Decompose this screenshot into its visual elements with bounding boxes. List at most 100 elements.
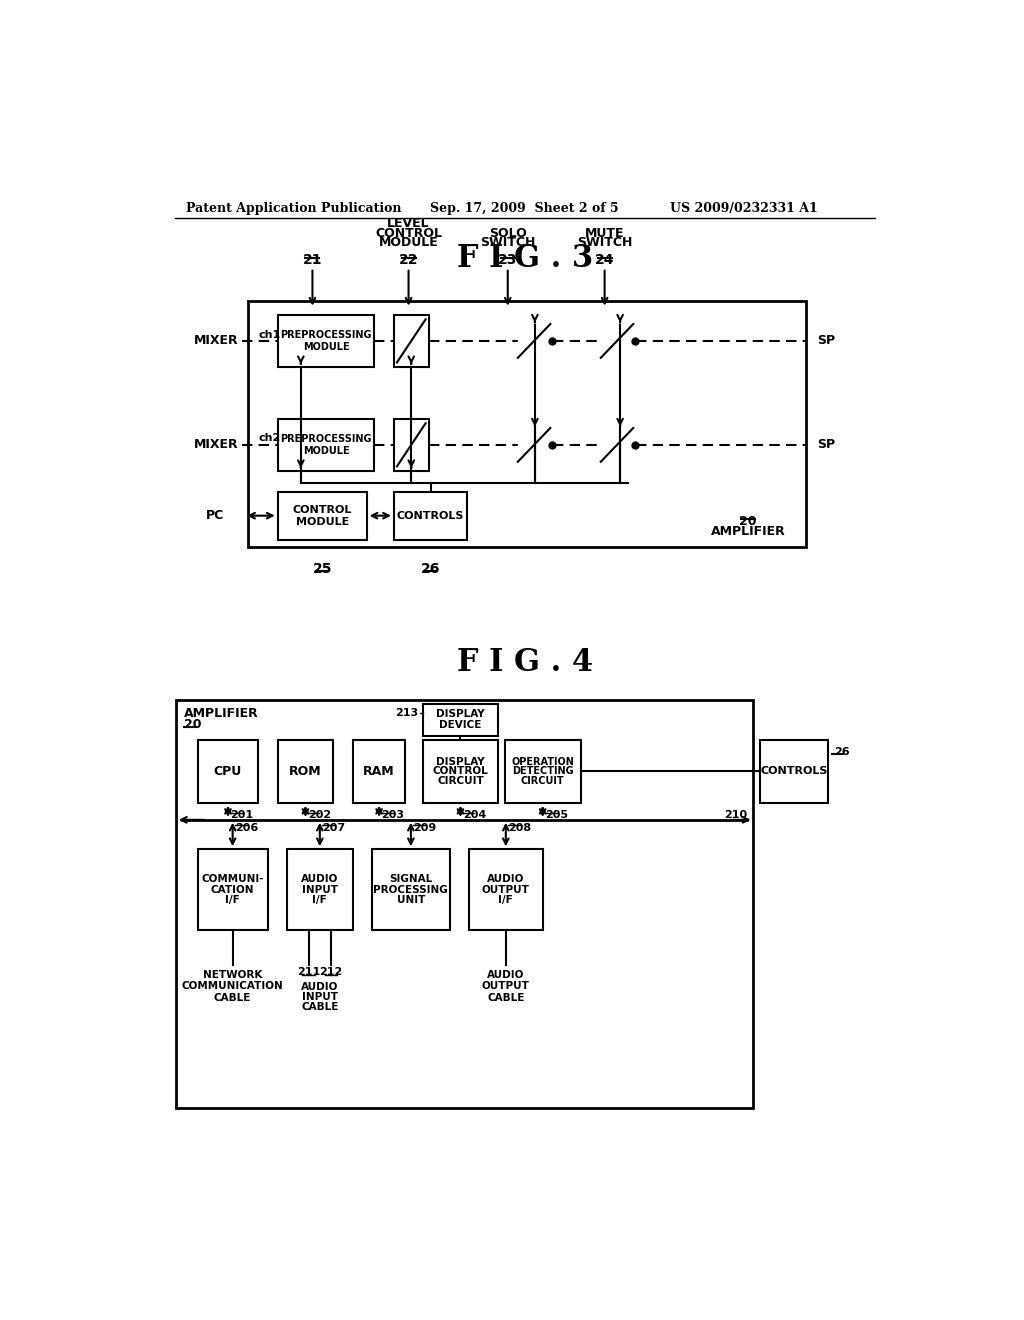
Text: 208: 208 [508,822,531,833]
Text: 210: 210 [724,810,748,820]
Text: AUDIO: AUDIO [301,874,339,883]
Text: 205: 205 [545,810,568,820]
Bar [352,739,406,803]
Text: 23: 23 [498,253,517,267]
Text: CABLE: CABLE [301,1002,339,1012]
Text: 202: 202 [308,810,331,820]
Text: F I G . 4: F I G . 4 [457,647,593,678]
Text: MODULE: MODULE [303,342,349,352]
Text: DISPLAY: DISPLAY [436,709,484,719]
Bar [469,849,543,929]
Text: CABLE: CABLE [214,993,251,1003]
Text: 213: 213 [395,708,419,718]
Text: 25: 25 [312,562,332,576]
Text: 20: 20 [739,515,757,528]
Bar [278,492,367,540]
Bar [423,704,499,737]
Text: AMPLIFIER: AMPLIFIER [183,708,258,721]
Text: DISPLAY: DISPLAY [436,758,484,767]
Text: CONTROL: CONTROL [432,767,488,776]
Text: MIXER: MIXER [195,334,239,347]
Text: COMMUNI-: COMMUNI- [202,874,264,883]
Text: Sep. 17, 2009  Sheet 2 of 5: Sep. 17, 2009 Sheet 2 of 5 [430,202,618,215]
Text: OUTPUT: OUTPUT [482,884,529,895]
Text: 20: 20 [183,718,202,731]
Bar [760,739,827,803]
Text: 201: 201 [230,810,253,820]
Text: AUDIO: AUDIO [487,874,524,883]
Text: I/F: I/F [499,895,513,906]
Text: COMMUNICATION: COMMUNICATION [181,981,284,991]
Text: SP: SP [817,334,836,347]
Text: PREPROCESSING: PREPROCESSING [281,434,372,444]
Text: PC: PC [206,510,224,523]
Text: 24: 24 [595,253,614,267]
Bar [394,418,429,471]
Text: CONTROLS: CONTROLS [760,767,827,776]
Bar [394,314,429,367]
Text: ch2: ch2 [259,433,282,444]
Text: SWITCH: SWITCH [577,236,632,249]
Text: SOLO: SOLO [488,227,526,240]
Text: INPUT: INPUT [302,991,338,1002]
Text: CONTROL: CONTROL [293,504,352,515]
Text: 207: 207 [323,822,345,833]
Text: DEVICE: DEVICE [439,721,481,730]
Text: AMPLIFIER: AMPLIFIER [711,525,785,539]
Text: CONTROLS: CONTROLS [397,511,464,520]
Text: NETWORK: NETWORK [203,970,262,979]
Text: 203: 203 [381,810,404,820]
Text: 206: 206 [234,822,258,833]
Text: CPU: CPU [214,764,242,777]
Text: 204: 204 [463,810,486,820]
Text: 211: 211 [297,968,321,977]
Text: PROCESSING: PROCESSING [374,884,449,895]
Text: MIXER: MIXER [195,438,239,451]
Text: OUTPUT: OUTPUT [482,981,529,991]
Text: I/F: I/F [225,895,240,906]
Text: UNIT: UNIT [396,895,425,906]
Bar [287,849,352,929]
Bar [394,492,467,540]
Text: AUDIO: AUDIO [487,970,524,979]
Bar [423,739,499,803]
Text: MODULE: MODULE [379,236,438,249]
Bar [278,739,334,803]
Text: LEVEL: LEVEL [387,218,430,231]
Text: CATION: CATION [211,884,254,895]
Text: CIRCUIT: CIRCUIT [521,776,564,785]
Bar [176,700,754,1107]
Text: 212: 212 [319,968,343,977]
Text: MUTE: MUTE [585,227,625,240]
Bar [278,418,375,471]
Text: US 2009/0232331 A1: US 2009/0232331 A1 [671,202,818,215]
Text: CABLE: CABLE [487,993,524,1003]
Text: SIGNAL: SIGNAL [389,874,432,883]
Text: 209: 209 [414,822,436,833]
Text: SP: SP [817,438,836,451]
Text: RAM: RAM [364,764,395,777]
Bar [198,849,267,929]
Text: ROM: ROM [289,764,322,777]
Text: MODULE: MODULE [303,446,349,455]
Bar [505,739,581,803]
Text: DETECTING: DETECTING [512,767,573,776]
Text: CIRCUIT: CIRCUIT [437,776,484,785]
Bar [278,314,375,367]
Text: SWITCH: SWITCH [480,236,536,249]
Text: 26: 26 [421,562,440,576]
Bar [248,301,806,548]
Text: 26: 26 [834,747,850,758]
Text: F I G . 3: F I G . 3 [457,243,593,275]
Bar [198,739,258,803]
Bar [372,849,450,929]
Text: Patent Application Publication: Patent Application Publication [186,202,401,215]
Text: OPERATION: OPERATION [511,758,574,767]
Text: 22: 22 [398,253,418,267]
Text: 21: 21 [303,253,323,267]
Text: PREPROCESSING: PREPROCESSING [281,330,372,339]
Text: INPUT: INPUT [302,884,338,895]
Text: MODULE: MODULE [296,517,349,527]
Text: I/F: I/F [312,895,328,906]
Text: AUDIO: AUDIO [301,982,339,991]
